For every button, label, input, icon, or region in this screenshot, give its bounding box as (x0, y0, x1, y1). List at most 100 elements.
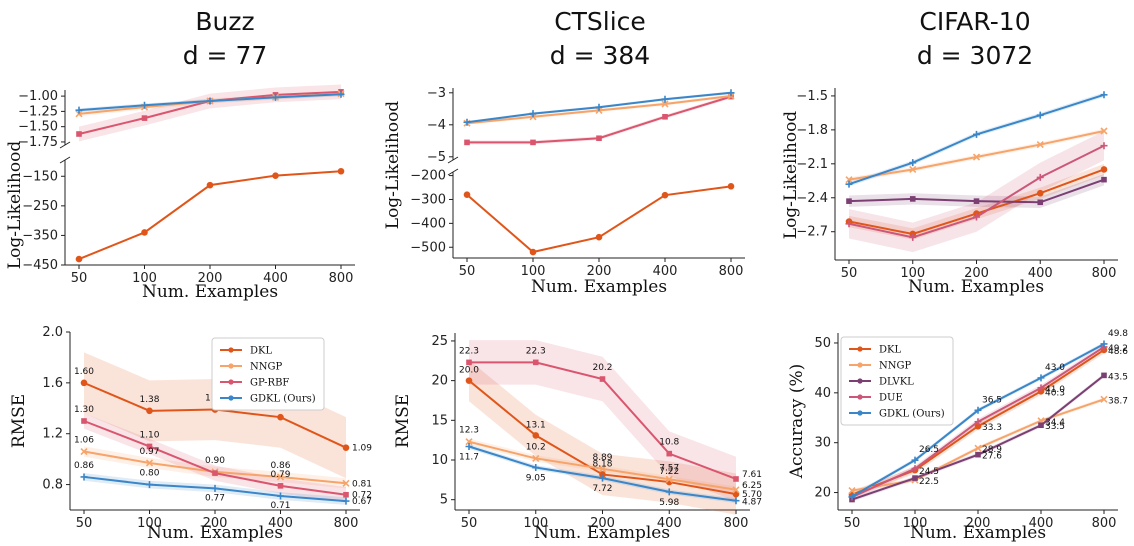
data-label: 36.5 (982, 395, 1002, 405)
data-point (661, 95, 669, 103)
legend-label: GDKL (Ours) (879, 409, 945, 420)
legend-marker (228, 347, 234, 353)
y-tick-label: 10 (431, 453, 448, 468)
x-tick-label: 100 (903, 516, 928, 531)
data-point (337, 167, 345, 175)
data-point (599, 474, 606, 482)
title-buzz: Buzz d = 77 (183, 7, 268, 70)
confidence-band (849, 131, 1104, 253)
data-point (75, 255, 83, 263)
data-point (465, 443, 473, 451)
data-point (596, 135, 602, 142)
data-point (973, 130, 980, 138)
x-tick-label: 400 (1028, 266, 1053, 281)
data-point (529, 248, 537, 256)
data-label: 33.3 (982, 423, 1002, 433)
data-point (733, 476, 739, 482)
data-point (1036, 111, 1044, 119)
x-tick-label: 400 (653, 264, 678, 279)
y-tick-label: −250 (22, 199, 58, 214)
x-tick-label: 100 (900, 266, 925, 281)
data-point (141, 229, 148, 236)
x-axis-label: Num. Examples (531, 277, 667, 297)
data-point (206, 181, 214, 189)
panel-buzz-ll-bottom: −150 −250 −350 −450 50 100 200 400 800 Num. Examp… (5, 141, 355, 302)
data-label: 22.3 (459, 346, 479, 356)
data-point (1100, 91, 1108, 99)
data-point (80, 447, 88, 456)
legend-marker (857, 346, 863, 352)
data-point (662, 114, 668, 120)
legend-marker (228, 363, 234, 369)
data-point (211, 484, 219, 492)
data-point (911, 456, 919, 464)
data-label: 1.10 (139, 430, 159, 440)
legend-marker (857, 410, 863, 416)
data-label: 28.9 (982, 445, 1002, 455)
data-point (848, 493, 856, 501)
y-axis-label: RMSE (393, 394, 413, 448)
data-label: 0.90 (205, 456, 225, 466)
data-label: 1.09 (352, 444, 372, 454)
legend-item: GP-RBF (220, 378, 289, 389)
confidence-band (84, 413, 346, 503)
y-tick-label: −300 (410, 192, 446, 207)
x-tick-label: 800 (329, 271, 354, 286)
data-label: 0.71 (270, 501, 290, 511)
x-tick-label: 200 (587, 264, 612, 279)
data-point (1100, 395, 1108, 403)
data-point (595, 233, 603, 241)
data-point (1100, 166, 1108, 173)
data-point (975, 451, 981, 458)
data-point (343, 491, 349, 498)
data-point (80, 473, 88, 481)
x-tick-label: 800 (1092, 516, 1117, 531)
x-tick-label: 200 (964, 266, 989, 281)
data-point (277, 492, 284, 500)
data-point (732, 497, 740, 505)
data-label: 8.18 (592, 459, 612, 469)
y-axis-label: RMSE (9, 394, 29, 448)
data-label: 5.70 (742, 490, 762, 500)
data-point (1036, 189, 1044, 197)
data-point (141, 115, 148, 121)
y-tick-label: −2.7 (796, 225, 828, 240)
data-point (599, 471, 606, 478)
data-label: 20.2 (592, 363, 612, 373)
y-tick-label: −3 (427, 86, 446, 101)
confidence-band (469, 340, 736, 502)
data-label: 1.38 (139, 395, 159, 405)
x-axis-label: Num. Examples (534, 523, 670, 543)
legend-item: DKL (220, 346, 272, 357)
data-point (532, 432, 540, 439)
legend-label: NNGP (250, 362, 282, 373)
data-point (145, 459, 154, 467)
panel-cifar-acc: 50 40 30 20 50 100 200 400 800 Num. Examples Accur… (787, 329, 1128, 543)
data-label: 0.81 (352, 479, 372, 489)
title-buzz-line2: d = 77 (183, 41, 268, 70)
x-tick-label: 50 (459, 264, 476, 279)
data-label: 22.3 (526, 346, 546, 356)
x-tick-label: 50 (71, 271, 88, 286)
data-label: 0.86 (270, 461, 290, 471)
data-point (1101, 176, 1107, 183)
confidence-band (469, 359, 736, 515)
legend-item: GDKL (Ours) (849, 409, 945, 420)
data-point (599, 376, 606, 382)
y-tick-label: −1.75 (18, 135, 58, 150)
data-point (727, 89, 735, 97)
x-tick-label: 200 (198, 271, 223, 286)
legend: DKL NNGP DLVKL DUE GDKL (Ours) (840, 336, 954, 426)
data-point (465, 438, 473, 446)
data-label: 22.5 (919, 477, 939, 487)
data-point (464, 139, 470, 146)
data-point (76, 131, 82, 137)
data-label: 10.2 (526, 442, 546, 452)
data-point (465, 377, 473, 384)
y-tick-label: −400 (410, 216, 446, 231)
data-point (846, 198, 852, 204)
data-point (974, 418, 982, 426)
legend-label: DUE (879, 393, 903, 404)
x-tick-label: 400 (1029, 516, 1054, 531)
